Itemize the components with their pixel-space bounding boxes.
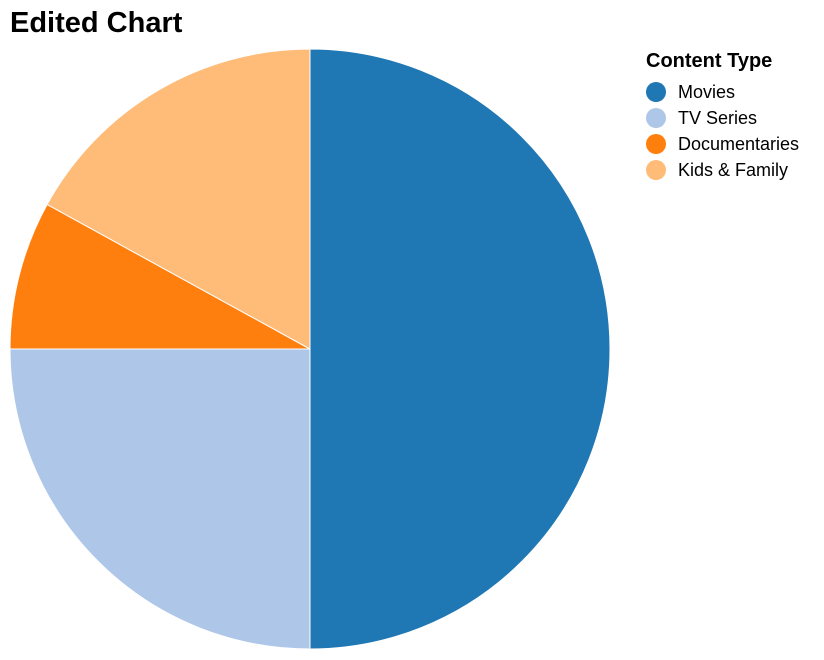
- legend-swatch: [646, 82, 666, 102]
- legend-label: TV Series: [678, 107, 758, 128]
- legend-label: Documentaries: [678, 133, 800, 154]
- legend: Content Type Movies TV Series Documentarie…: [646, 49, 799, 183]
- pie-slice-tv-series: [9, 348, 311, 650]
- legend-swatch: [646, 108, 666, 128]
- chart-title: Edited Chart: [10, 7, 183, 39]
- legend-item-tv-series: TV Series: [646, 105, 799, 131]
- legend-title: Content Type: [646, 50, 773, 72]
- legend-items: Movies TV Series Documentaries Kids & Famil…: [646, 79, 799, 183]
- legend-label: Movies: [678, 81, 736, 102]
- legend-swatch: [646, 160, 666, 180]
- legend-label: Kids & Family: [678, 159, 789, 180]
- legend-swatch: [646, 134, 666, 154]
- pie-slice-movies: [309, 48, 611, 650]
- legend-item-movies: Movies: [646, 79, 799, 105]
- legend-item-documentaries: Documentaries: [646, 131, 799, 157]
- pie-slice-documentaries: [9, 203, 311, 350]
- pie-slice-kids-family: [46, 48, 311, 350]
- legend-item-kids-family: Kids & Family: [646, 157, 799, 183]
